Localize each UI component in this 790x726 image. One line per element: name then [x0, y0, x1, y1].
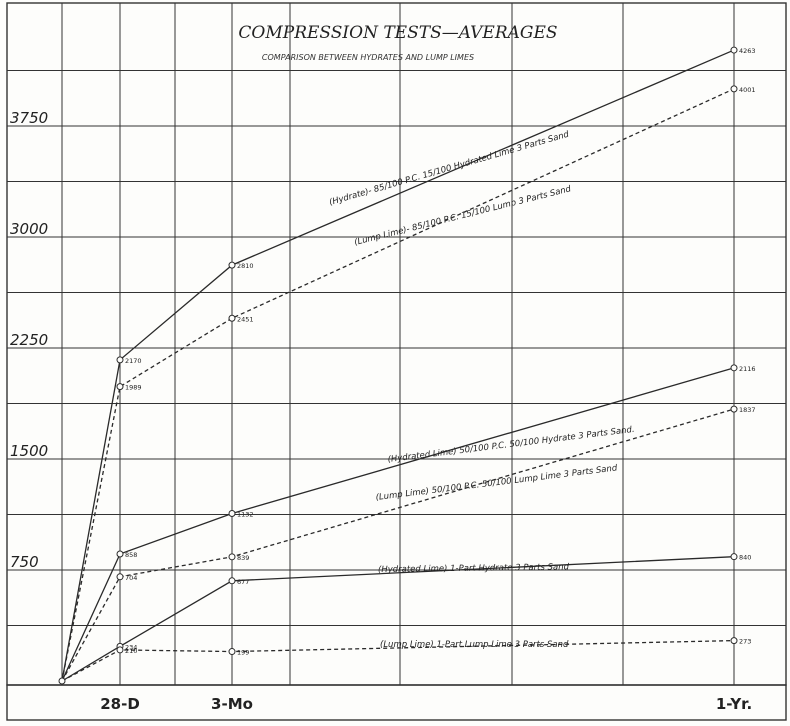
data-label: 199 — [237, 649, 249, 657]
data-point — [730, 553, 738, 561]
data-point — [730, 46, 738, 54]
x-tick-label: 3-Mo — [211, 695, 253, 713]
data-label: 1837 — [739, 406, 756, 414]
data-label: 4001 — [739, 86, 756, 94]
data-point — [116, 550, 124, 558]
y-tick-label: 750 — [10, 553, 39, 571]
data-labels: 2170 2810 4263 1989 2451 4001 858 1132 2116 704 83… — [125, 47, 756, 656]
series-line — [61, 49, 735, 682]
data-point — [228, 648, 236, 656]
data-label: 839 — [237, 554, 249, 562]
data-label: 1132 — [237, 510, 254, 518]
chart-subtitle: COMPARISON BETWEEN HYDRATES AND LUMP LIM… — [262, 53, 474, 62]
series-label: (Hydrated Lime) 1-Part Hydrate 3 Parts S… — [378, 562, 570, 575]
data-point — [228, 261, 236, 269]
series-line — [61, 367, 735, 682]
data-point — [116, 573, 124, 581]
data-label: 840 — [739, 554, 751, 562]
origin-point — [58, 677, 66, 685]
data-label: 273 — [739, 638, 751, 646]
series-lines — [61, 49, 735, 682]
data-point — [116, 356, 124, 364]
grid-lines — [7, 3, 786, 685]
y-tick-label: 1500 — [10, 442, 48, 460]
data-label: 2810 — [237, 262, 254, 270]
data-point — [228, 553, 236, 561]
series-line — [61, 639, 735, 682]
data-point — [116, 383, 124, 391]
data-points — [58, 46, 738, 685]
data-label: 2451 — [237, 315, 254, 323]
data-point — [730, 637, 738, 645]
series-line — [61, 408, 735, 682]
data-point — [730, 364, 738, 372]
x-tick-labels: 28-D 3-Mo 1-Yr. — [100, 695, 752, 713]
y-tick-label: 2250 — [10, 331, 48, 349]
data-point — [228, 577, 236, 585]
data-label: 234 — [125, 643, 137, 651]
x-axis-band — [6, 684, 787, 721]
data-label: 1989 — [125, 384, 142, 392]
y-tick-label: 3750 — [10, 109, 48, 127]
x-tick-label: 28-D — [100, 695, 140, 713]
x-tick-label: 1-Yr. — [716, 695, 752, 713]
data-label: 210 — [125, 647, 137, 655]
data-point — [228, 509, 236, 517]
data-label: 677 — [237, 578, 249, 586]
y-tick-labels: 750 1500 2250 3000 3750 — [10, 109, 48, 571]
data-label: 2170 — [125, 357, 142, 365]
data-point — [730, 405, 738, 413]
data-point — [730, 85, 738, 93]
data-point — [228, 314, 236, 322]
data-label: 858 — [125, 551, 137, 559]
data-label: 2116 — [739, 365, 756, 373]
series-label: (Lump Lime) 1-Part Lump Lime 3 Parts San… — [380, 640, 569, 650]
chart-title: COMPRESSION TESTS—AVERAGES — [238, 23, 557, 43]
series-line — [61, 88, 735, 682]
series-line — [61, 556, 735, 682]
data-label: 704 — [125, 574, 137, 582]
data-point — [116, 646, 124, 654]
y-tick-label: 3000 — [10, 220, 48, 238]
data-label: 4263 — [739, 47, 756, 55]
